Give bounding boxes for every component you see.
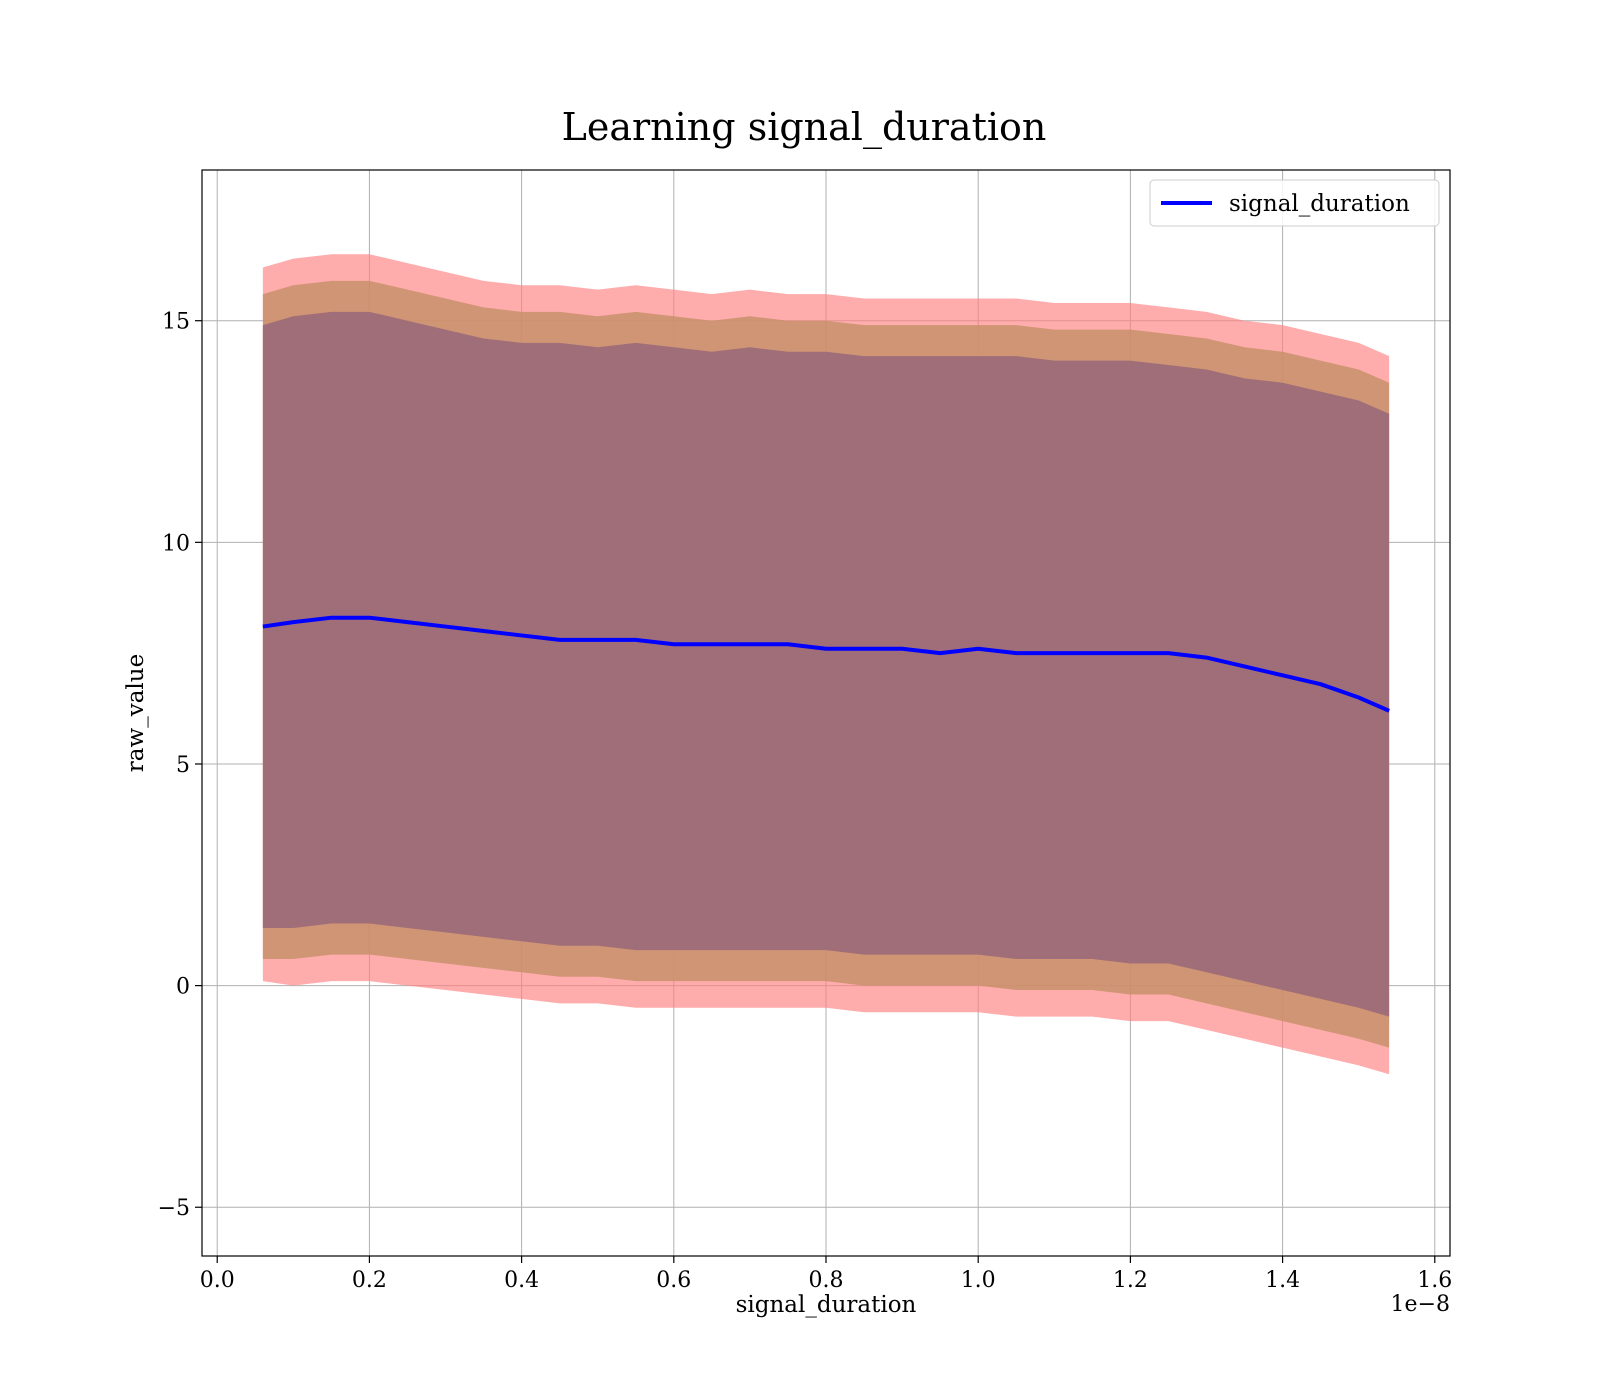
y-tick-label: 10 — [162, 531, 190, 556]
bands-layer — [262, 254, 1390, 1075]
y-tick-label: 0 — [176, 975, 190, 1000]
x-axis-offset-label: 1e−8 — [1391, 1292, 1450, 1317]
x-axis-label: signal_duration — [736, 1292, 917, 1318]
series-line-signal-duration — [262, 615, 1390, 713]
band-inner-area — [262, 311, 1390, 1017]
x-tick-label: 0.0 — [200, 1268, 235, 1293]
legend-box — [1149, 179, 1440, 227]
x-tick-label: 1.6 — [1417, 1268, 1452, 1293]
x-axis-ticks: 0.0 0.2 0.4 0.6 0.8 1.0 1.2 1.4 1.6 — [200, 1256, 1452, 1293]
legend: signal_duration — [1149, 179, 1440, 227]
x-tick-label: 0.4 — [504, 1268, 539, 1293]
x-tick-label: 1.2 — [1113, 1268, 1148, 1293]
x-tick-label: 0.6 — [656, 1268, 691, 1293]
line-layer — [262, 615, 1390, 713]
plot-area — [201, 169, 1451, 1257]
x-tick-label: 1.4 — [1265, 1268, 1300, 1293]
chart-title: Learning signal_duration — [562, 105, 1047, 150]
y-tick-label: 15 — [162, 310, 190, 335]
y-axis-ticks: −5 0 5 10 15 — [158, 310, 202, 1221]
y-tick-label: 5 — [176, 753, 190, 778]
y-axis-label: raw_value — [123, 654, 149, 772]
y-tick-label: −5 — [158, 1196, 190, 1221]
x-tick-label: 0.2 — [352, 1268, 387, 1293]
x-tick-label: 1.0 — [961, 1268, 996, 1293]
legend-entry-signal-duration: signal_duration — [1229, 191, 1410, 217]
x-tick-label: 0.8 — [809, 1268, 844, 1293]
